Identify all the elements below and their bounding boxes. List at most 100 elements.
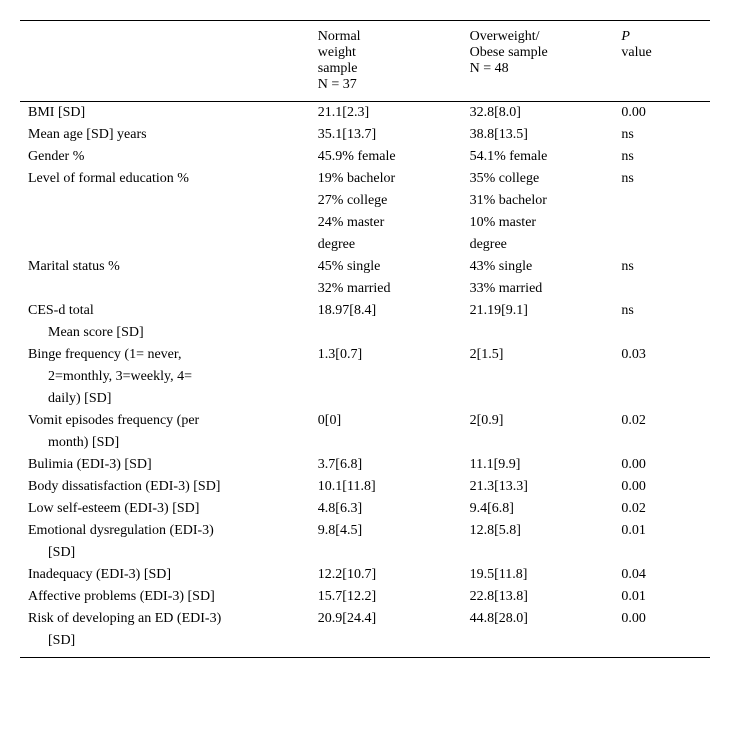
table-row: degree degree — [20, 234, 710, 256]
cell-value: ns — [613, 168, 710, 190]
cell-value: 0[0] — [310, 410, 462, 432]
cell-value: 38.8[13.5] — [462, 124, 614, 146]
header-text: P — [621, 29, 630, 44]
header-text: Overweight/ — [470, 29, 540, 44]
cell-value: 11.1[9.9] — [462, 454, 614, 476]
cell-value: 0.02 — [613, 410, 710, 432]
table-row: Gender % 45.9% female 54.1% female ns — [20, 146, 710, 168]
cell-value: 2[1.5] — [462, 344, 614, 366]
header-text: value — [621, 45, 651, 60]
table-row: Mean age [SD] years 35.1[13.7] 38.8[13.5… — [20, 124, 710, 146]
table-row: BMI [SD] 21.1[2.3] 32.8[8.0] 0.00 — [20, 102, 710, 125]
cell-value: 27% college — [310, 190, 462, 212]
cell-value: 0.01 — [613, 586, 710, 608]
cell-value: 12.8[5.8] — [462, 520, 614, 542]
cell-value: ns — [613, 146, 710, 168]
header-text: Normal — [318, 29, 361, 44]
table-row: 24% master 10% master — [20, 212, 710, 234]
header-text: weight — [318, 45, 356, 60]
table-row: Level of formal education % 19% bachelor… — [20, 168, 710, 190]
cell-value: 44.8[28.0] — [462, 608, 614, 630]
row-label: Bulimia (EDI-3) [SD] — [20, 454, 310, 476]
table-row: Marital status % 45% single 43% single n… — [20, 256, 710, 278]
cell-value: 2[0.9] — [462, 410, 614, 432]
table-row: Vomit episodes frequency (per 0[0] 2[0.9… — [20, 410, 710, 432]
header-blank — [20, 21, 310, 102]
row-label: Emotional dysregulation (EDI-3) — [20, 520, 310, 542]
cell-value: 32% married — [310, 278, 462, 300]
cell-value: 32.8[8.0] — [462, 102, 614, 125]
cell-value: 9.8[4.5] — [310, 520, 462, 542]
cell-value: 35.1[13.7] — [310, 124, 462, 146]
cell-value: 0.00 — [613, 454, 710, 476]
row-label: Marital status % — [20, 256, 310, 278]
cell-value: degree — [310, 234, 462, 256]
header-normal-weight: Normal weight sample N = 37 — [310, 21, 462, 102]
cell-value: 10.1[11.8] — [310, 476, 462, 498]
cell-value: 0.00 — [613, 608, 710, 630]
table-row: [SD] — [20, 630, 710, 658]
table-row: Emotional dysregulation (EDI-3) 9.8[4.5]… — [20, 520, 710, 542]
cell-value: 0.01 — [613, 520, 710, 542]
row-label: Binge frequency (1= never, — [20, 344, 310, 366]
cell-value: 19% bachelor — [310, 168, 462, 190]
cell-value: 54.1% female — [462, 146, 614, 168]
cell-value: 45% single — [310, 256, 462, 278]
cell-value: 22.8[13.8] — [462, 586, 614, 608]
row-label: Risk of developing an ED (EDI-3) — [20, 608, 310, 630]
row-label: month) [SD] — [20, 432, 310, 454]
table-row: CES-d total 18.97[8.4] 21.19[9.1] ns — [20, 300, 710, 322]
cell-value: 24% master — [310, 212, 462, 234]
cell-value: 0.00 — [613, 102, 710, 125]
row-label: Gender % — [20, 146, 310, 168]
table-row: Inadequacy (EDI-3) [SD] 12.2[10.7] 19.5[… — [20, 564, 710, 586]
row-label: Low self-esteem (EDI-3) [SD] — [20, 498, 310, 520]
row-label: Vomit episodes frequency (per — [20, 410, 310, 432]
table-row: [SD] — [20, 542, 710, 564]
study-comparison-table: Normal weight sample N = 37 Overweight/ … — [20, 20, 710, 658]
cell-value: 9.4[6.8] — [462, 498, 614, 520]
cell-value: 15.7[12.2] — [310, 586, 462, 608]
table-row: Affective problems (EDI-3) [SD] 15.7[12.… — [20, 586, 710, 608]
row-label: Mean score [SD] — [20, 322, 310, 344]
row-label: [SD] — [20, 630, 310, 658]
table-row: 27% college 31% bachelor — [20, 190, 710, 212]
header-text: N = 48 — [470, 61, 509, 76]
row-label: BMI [SD] — [20, 102, 310, 125]
table-row: Risk of developing an ED (EDI-3) 20.9[24… — [20, 608, 710, 630]
table-row: Bulimia (EDI-3) [SD] 3.7[6.8] 11.1[9.9] … — [20, 454, 710, 476]
cell-value: 21.1[2.3] — [310, 102, 462, 125]
cell-value: ns — [613, 256, 710, 278]
cell-value: 19.5[11.8] — [462, 564, 614, 586]
row-label: Body dissatisfaction (EDI-3) [SD] — [20, 476, 310, 498]
header-text: sample — [318, 61, 358, 76]
table-row: Mean score [SD] — [20, 322, 710, 344]
row-label: Mean age [SD] years — [20, 124, 310, 146]
cell-value: 0.03 — [613, 344, 710, 366]
cell-value: 21.3[13.3] — [462, 476, 614, 498]
cell-value: 31% bachelor — [462, 190, 614, 212]
cell-value: 0.02 — [613, 498, 710, 520]
row-label: [SD] — [20, 542, 310, 564]
cell-value: ns — [613, 300, 710, 322]
header-overweight-obese: Overweight/ Obese sample N = 48 — [462, 21, 614, 102]
row-label: Inadequacy (EDI-3) [SD] — [20, 564, 310, 586]
cell-value: ns — [613, 124, 710, 146]
header-p-value: P value — [613, 21, 710, 102]
cell-value: 18.97[8.4] — [310, 300, 462, 322]
table-row: Binge frequency (1= never, 1.3[0.7] 2[1.… — [20, 344, 710, 366]
cell-value: 12.2[10.7] — [310, 564, 462, 586]
cell-value: 21.19[9.1] — [462, 300, 614, 322]
table-row: Body dissatisfaction (EDI-3) [SD] 10.1[1… — [20, 476, 710, 498]
table-row: daily) [SD] — [20, 388, 710, 410]
table-row: month) [SD] — [20, 432, 710, 454]
table-header-row: Normal weight sample N = 37 Overweight/ … — [20, 21, 710, 102]
table-row: 2=monthly, 3=weekly, 4= — [20, 366, 710, 388]
cell-value: 45.9% female — [310, 146, 462, 168]
cell-value: 0.00 — [613, 476, 710, 498]
cell-value: 0.04 — [613, 564, 710, 586]
row-label: Level of formal education % — [20, 168, 310, 190]
cell-value: 3.7[6.8] — [310, 454, 462, 476]
table-row: 32% married 33% married — [20, 278, 710, 300]
row-label: Affective problems (EDI-3) [SD] — [20, 586, 310, 608]
